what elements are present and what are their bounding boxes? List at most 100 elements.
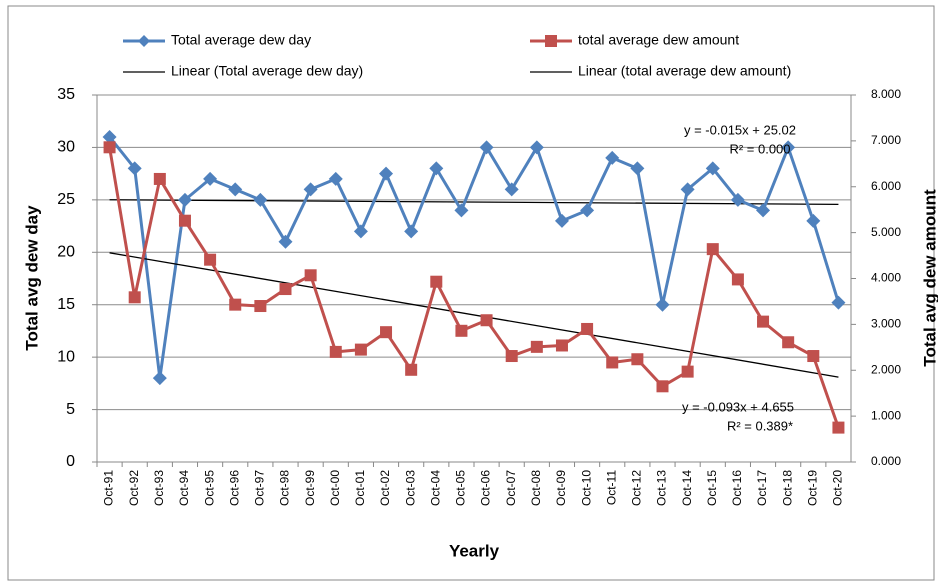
x-tick-label: Oct-19 <box>805 470 819 506</box>
x-tick-label: Oct-00 <box>328 470 342 506</box>
trendline <box>109 252 839 378</box>
marker <box>279 283 292 296</box>
marker <box>831 295 846 310</box>
legend-label: Total average dew day <box>171 32 311 48</box>
marker <box>781 140 796 155</box>
marker <box>554 213 569 228</box>
x-tick-label: Oct-08 <box>529 470 543 506</box>
marker <box>229 298 242 311</box>
x-tick-label: Oct-91 <box>102 470 116 506</box>
y2-tick-label: 8.000 <box>871 87 901 101</box>
x-tick-label: Oct-95 <box>202 470 216 506</box>
trend-equation: y = -0.015x + 25.02 <box>684 122 796 137</box>
legend-label: total average dew amount <box>578 32 739 48</box>
marker <box>529 140 544 155</box>
marker <box>379 166 394 181</box>
marker <box>681 365 694 378</box>
trend-equation: y = -0.093x + 4.655 <box>682 399 794 414</box>
x-tick-label: Oct-16 <box>730 470 744 506</box>
marker <box>630 161 645 176</box>
y-tick-label: 20 <box>57 244 75 261</box>
y-tick-label: 35 <box>57 86 75 103</box>
x-tick-label: Oct-14 <box>680 470 694 506</box>
marker <box>705 161 720 176</box>
y2-tick-label: 2.000 <box>871 362 901 376</box>
x-tick-label: Oct-07 <box>504 470 518 506</box>
marker <box>479 140 494 155</box>
y-tick-label: 5 <box>66 401 75 418</box>
x-tick-label: Oct-03 <box>403 470 417 506</box>
y2-tick-label: 4.000 <box>871 271 901 285</box>
marker <box>505 350 518 363</box>
marker <box>782 336 795 349</box>
marker <box>757 315 770 328</box>
x-tick-label: Oct-12 <box>630 470 644 506</box>
x-tick-label: Oct-04 <box>428 470 442 506</box>
marker <box>329 345 342 358</box>
marker <box>404 224 419 239</box>
y2-tick-label: 3.000 <box>871 317 901 331</box>
marker <box>832 421 845 434</box>
marker <box>631 353 644 366</box>
marker <box>730 192 745 207</box>
x-tick-label: Oct-01 <box>353 470 367 506</box>
series-line <box>108 136 840 380</box>
marker <box>380 326 393 339</box>
marker <box>103 141 116 154</box>
marker <box>178 214 191 227</box>
y2-tick-label: 0.000 <box>871 454 901 468</box>
marker <box>304 269 317 282</box>
x-tick-label: Oct-93 <box>152 470 166 506</box>
marker <box>102 129 117 144</box>
trendline <box>109 199 839 206</box>
x-tick-label: Oct-02 <box>378 470 392 506</box>
trend-r2: R² = 0.389* <box>727 418 793 433</box>
marker <box>353 224 368 239</box>
marker <box>177 192 192 207</box>
marker <box>655 297 670 312</box>
marker <box>555 339 568 352</box>
marker <box>278 234 293 249</box>
marker <box>756 203 771 218</box>
y-axis-label: Total avg dew day <box>22 205 41 351</box>
x-tick-label: Oct-09 <box>554 470 568 506</box>
marker <box>204 253 217 266</box>
marker <box>430 275 443 288</box>
marker <box>253 192 268 207</box>
marker <box>405 363 418 376</box>
marker <box>530 340 543 353</box>
y-tick-label: 10 <box>57 348 75 365</box>
legend-marker <box>545 35 557 47</box>
legend-label: Linear (Total average dew day) <box>171 63 363 79</box>
x-tick-label: Oct-20 <box>831 470 845 506</box>
y-tick-label: 15 <box>57 296 75 313</box>
marker <box>656 380 669 393</box>
x-tick-label: Oct-98 <box>278 470 292 506</box>
marker <box>580 203 595 218</box>
marker <box>606 356 619 369</box>
legend-marker <box>138 35 150 47</box>
marker <box>429 161 444 176</box>
marker <box>480 314 493 327</box>
marker <box>581 322 594 335</box>
marker <box>806 213 821 228</box>
marker <box>706 243 719 256</box>
x-tick-label: Oct-92 <box>127 470 141 506</box>
y-tick-label: 30 <box>57 139 75 156</box>
marker <box>128 291 141 304</box>
y2-tick-label: 6.000 <box>871 179 901 193</box>
y2-tick-label: 5.000 <box>871 225 901 239</box>
marker <box>504 182 519 197</box>
marker <box>807 350 820 363</box>
marker <box>254 300 267 313</box>
marker <box>127 161 142 176</box>
x-tick-label: Oct-18 <box>780 470 794 506</box>
chart-border <box>7 5 935 581</box>
x-tick-label: Oct-97 <box>253 470 267 506</box>
marker <box>354 343 367 356</box>
marker <box>328 171 343 186</box>
marker <box>303 182 318 197</box>
marker <box>454 203 469 218</box>
trend-r2: R² = 0.000 <box>729 141 790 156</box>
